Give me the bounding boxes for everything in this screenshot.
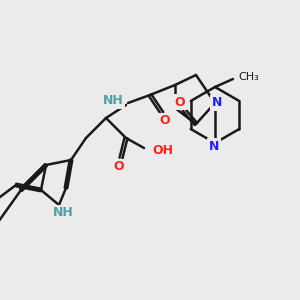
Text: N: N	[209, 140, 219, 152]
Text: CH₃: CH₃	[238, 72, 259, 82]
Text: O: O	[175, 95, 185, 109]
Text: NH: NH	[52, 206, 74, 220]
Text: O: O	[160, 115, 170, 128]
Text: N: N	[212, 97, 222, 110]
Text: O: O	[114, 160, 124, 173]
Text: OH: OH	[152, 143, 173, 157]
Text: NH: NH	[103, 94, 124, 107]
